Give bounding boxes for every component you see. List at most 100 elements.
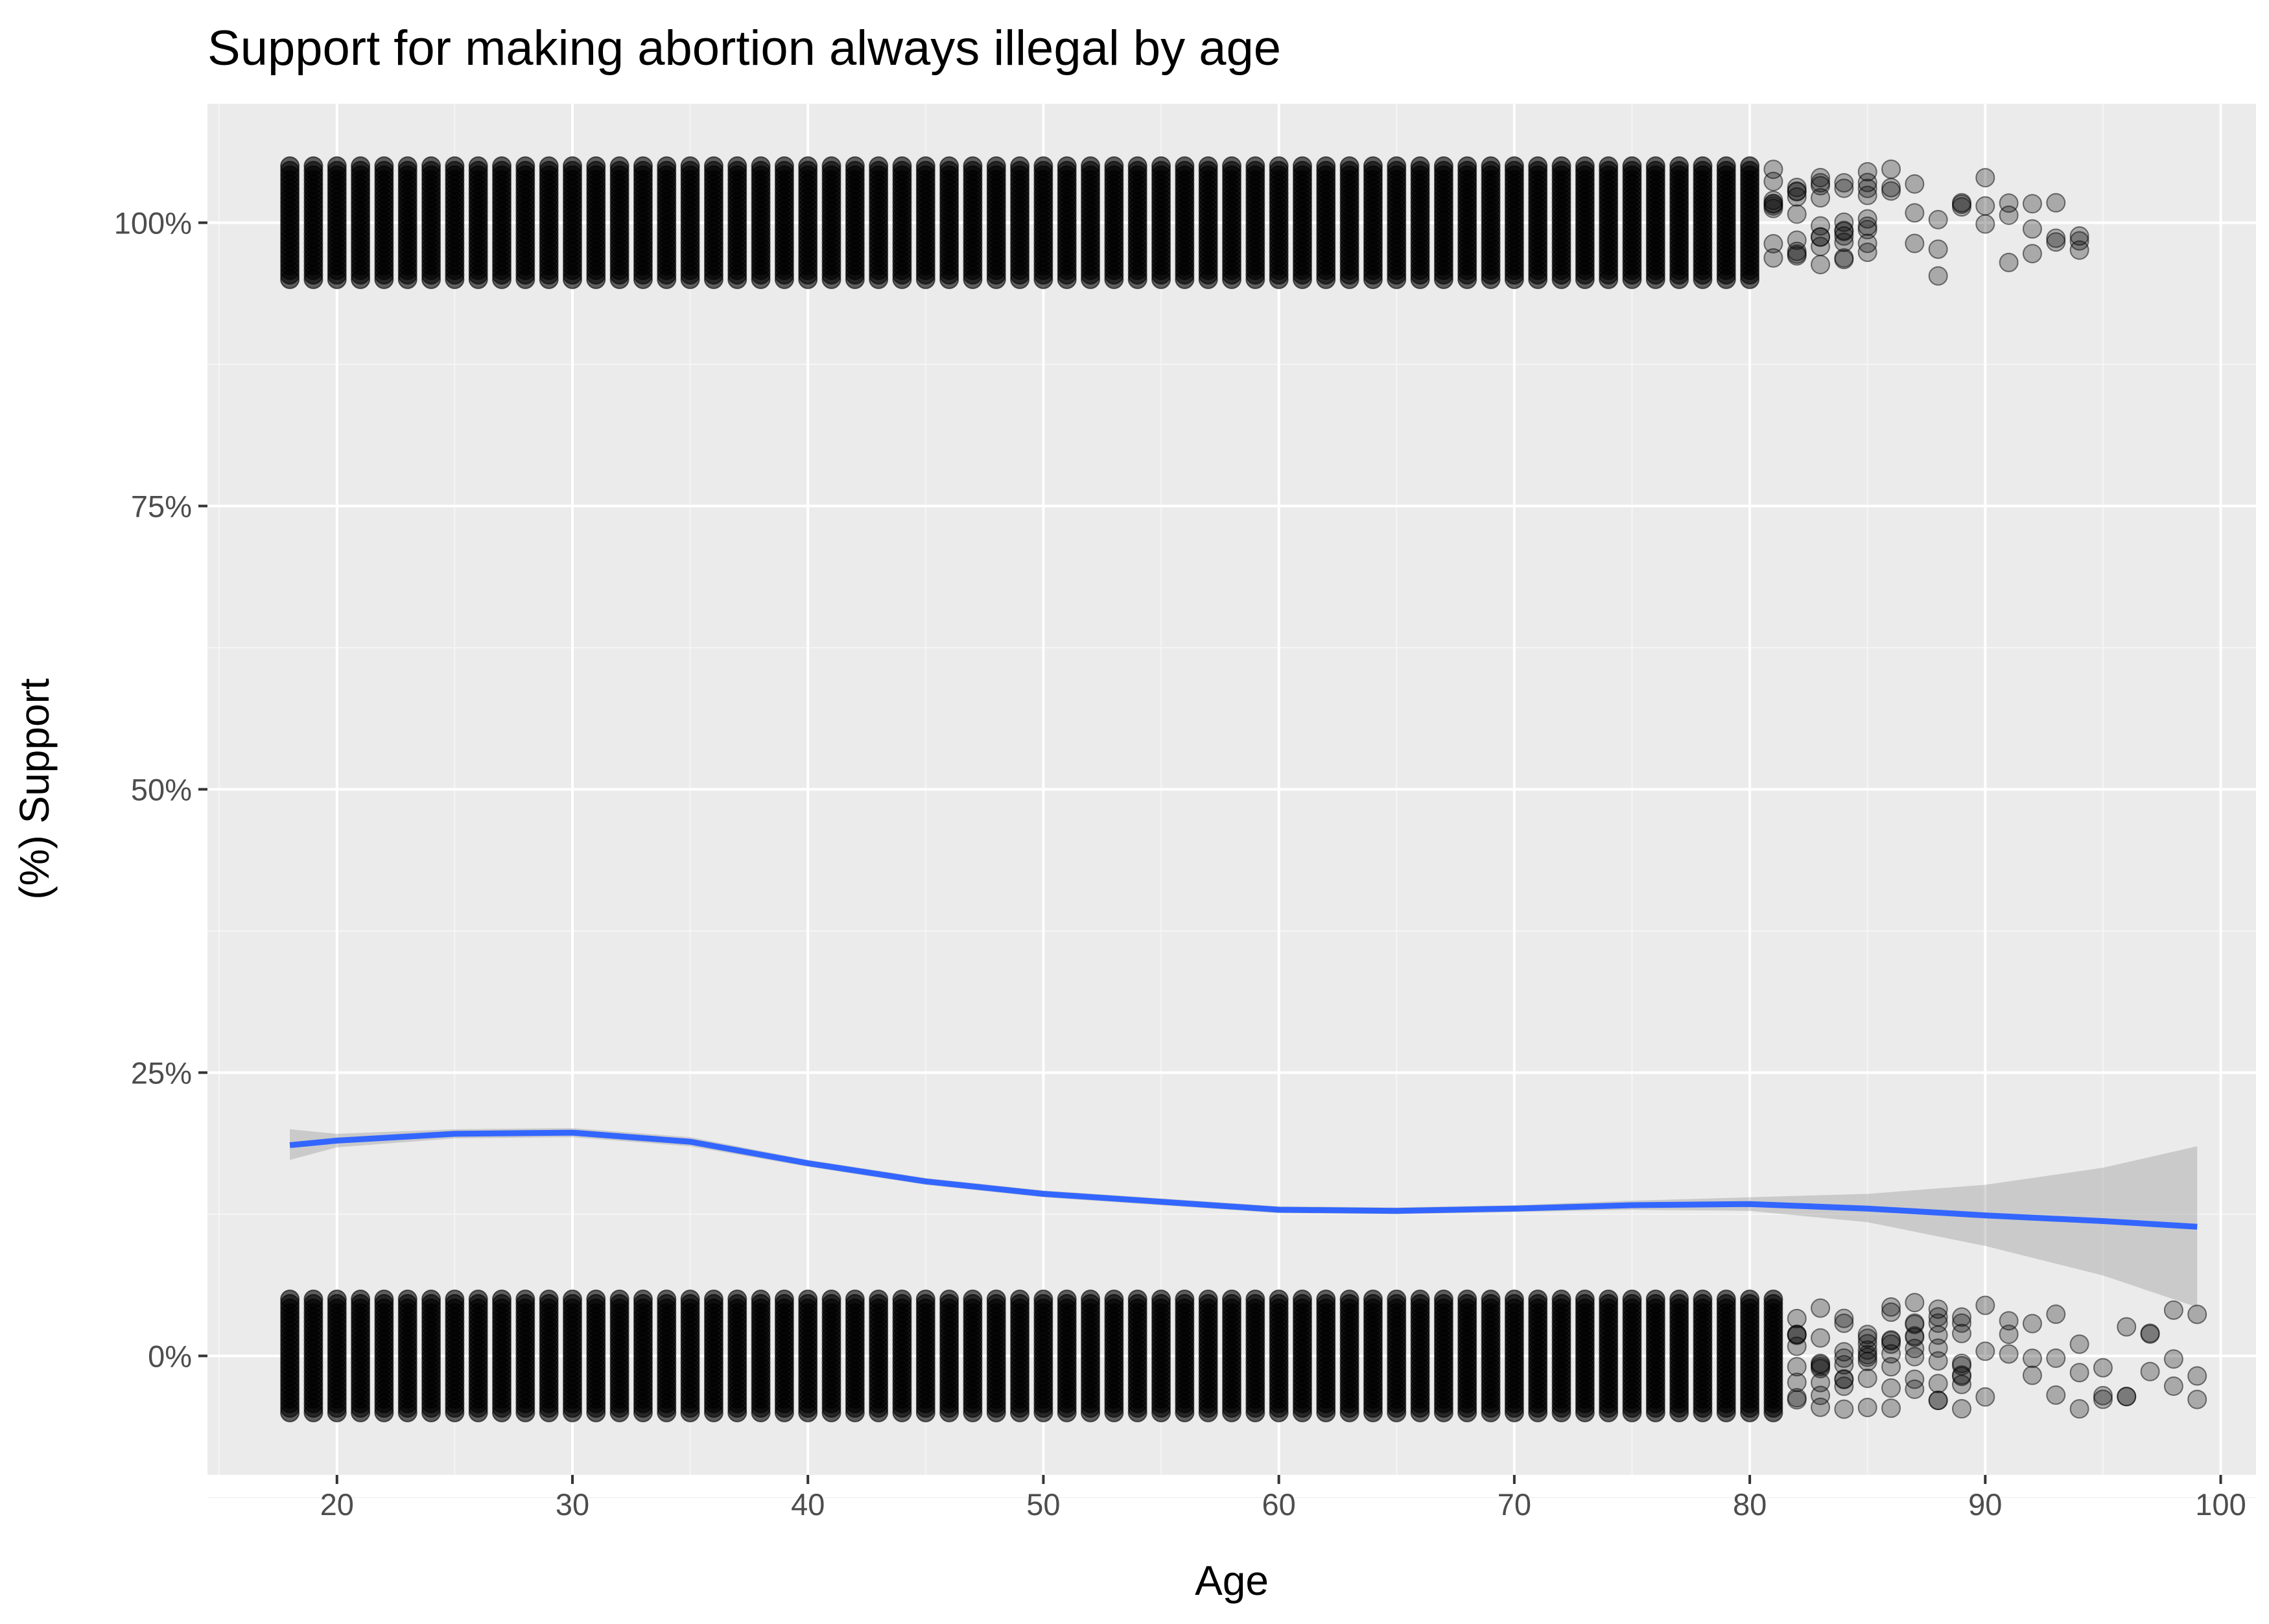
data-point bbox=[2046, 1385, 2066, 1405]
data-point bbox=[1622, 1289, 1642, 1310]
x-tick-label: 70 bbox=[1498, 1487, 1531, 1522]
data-point bbox=[1575, 156, 1595, 176]
data-point bbox=[1528, 156, 1548, 176]
data-point bbox=[1033, 1289, 1053, 1310]
data-point bbox=[1905, 1327, 1925, 1347]
data-point bbox=[1410, 1289, 1430, 1310]
data-point bbox=[1127, 156, 1147, 176]
data-point bbox=[1928, 1313, 1948, 1333]
data-point bbox=[1104, 156, 1124, 176]
data-point bbox=[1905, 233, 1925, 253]
data-point bbox=[1881, 181, 1901, 201]
data-point bbox=[1222, 156, 1241, 176]
data-point bbox=[1857, 1398, 1877, 1418]
data-point bbox=[798, 156, 818, 176]
data-point bbox=[1693, 1289, 1713, 1310]
data-point bbox=[2022, 1365, 2042, 1385]
data-point bbox=[1763, 191, 1783, 211]
x-tick-label: 90 bbox=[1968, 1487, 2002, 1522]
data-point bbox=[2187, 1366, 2207, 1386]
data-point bbox=[421, 156, 441, 176]
data-point bbox=[2022, 1313, 2042, 1334]
data-point bbox=[1857, 209, 1877, 229]
data-point bbox=[1787, 182, 1807, 202]
data-point bbox=[986, 1289, 1006, 1310]
data-point bbox=[821, 156, 841, 176]
data-point bbox=[1857, 233, 1877, 253]
data-point bbox=[562, 156, 582, 176]
data-point bbox=[1787, 204, 1807, 224]
data-point bbox=[1763, 248, 1783, 268]
data-point bbox=[1433, 156, 1453, 176]
data-point bbox=[2046, 1304, 2066, 1324]
data-point bbox=[1811, 1328, 1831, 1348]
data-point bbox=[1999, 205, 2019, 225]
data-point bbox=[1245, 1289, 1265, 1310]
data-point bbox=[1175, 1289, 1195, 1310]
data-point bbox=[703, 156, 723, 176]
data-point bbox=[892, 156, 912, 176]
data-point bbox=[1811, 1354, 1831, 1374]
data-point bbox=[1057, 1289, 1077, 1310]
data-point bbox=[1481, 1289, 1501, 1310]
data-point bbox=[1645, 156, 1665, 176]
data-point bbox=[397, 156, 417, 176]
data-point bbox=[586, 1289, 606, 1310]
data-point bbox=[374, 1289, 394, 1310]
data-point bbox=[445, 1289, 465, 1310]
data-point bbox=[2022, 1348, 2042, 1369]
data-point bbox=[1504, 156, 1524, 176]
data-point bbox=[727, 156, 747, 176]
data-point bbox=[1905, 1293, 1925, 1313]
data-point bbox=[1528, 1289, 1548, 1310]
y-tick-label: 50% bbox=[131, 773, 192, 807]
data-point bbox=[703, 1289, 723, 1310]
x-tick-label: 60 bbox=[1262, 1487, 1296, 1522]
data-point bbox=[303, 156, 323, 176]
chart-title: Support for making abortion always illeg… bbox=[207, 21, 1281, 76]
data-point bbox=[1811, 227, 1831, 247]
data-point bbox=[1645, 1289, 1665, 1310]
data-point bbox=[1975, 1341, 1995, 1361]
data-point bbox=[609, 156, 629, 176]
data-point bbox=[1811, 1385, 1831, 1406]
data-point bbox=[774, 1289, 794, 1310]
data-point bbox=[2069, 231, 2089, 251]
data-point bbox=[2187, 1304, 2207, 1324]
data-point bbox=[1881, 159, 1901, 179]
data-point bbox=[1033, 156, 1053, 176]
data-point bbox=[562, 1289, 582, 1310]
data-point bbox=[1151, 156, 1171, 176]
data-point bbox=[845, 156, 865, 176]
data-point bbox=[1387, 1289, 1407, 1310]
data-point bbox=[657, 1289, 677, 1310]
data-point bbox=[2069, 1334, 2089, 1354]
data-point bbox=[468, 156, 488, 176]
data-point bbox=[327, 156, 347, 176]
data-point bbox=[1834, 250, 1854, 270]
data-point bbox=[1975, 196, 1995, 216]
data-point bbox=[1905, 203, 1925, 223]
data-point bbox=[1951, 1323, 1971, 1343]
data-point bbox=[515, 156, 535, 176]
data-point bbox=[1787, 1390, 1807, 1410]
data-point bbox=[869, 156, 889, 176]
data-point bbox=[1834, 1342, 1854, 1362]
data-point bbox=[1928, 209, 1948, 229]
data-point bbox=[2046, 228, 2066, 248]
data-point bbox=[2046, 193, 2066, 213]
data-point bbox=[1316, 156, 1336, 176]
data-point bbox=[1834, 1308, 1854, 1328]
data-point bbox=[680, 1289, 700, 1310]
y-axis-title: (%) Support bbox=[11, 678, 58, 900]
data-point bbox=[1928, 1374, 1948, 1394]
data-point bbox=[751, 1289, 771, 1310]
data-point bbox=[633, 1289, 653, 1310]
data-point bbox=[2163, 1376, 2183, 1396]
data-point bbox=[1316, 1289, 1336, 1310]
data-point bbox=[1104, 1289, 1124, 1310]
data-point bbox=[1999, 1311, 2019, 1331]
data-point bbox=[1504, 1289, 1524, 1310]
data-point bbox=[1551, 156, 1571, 176]
